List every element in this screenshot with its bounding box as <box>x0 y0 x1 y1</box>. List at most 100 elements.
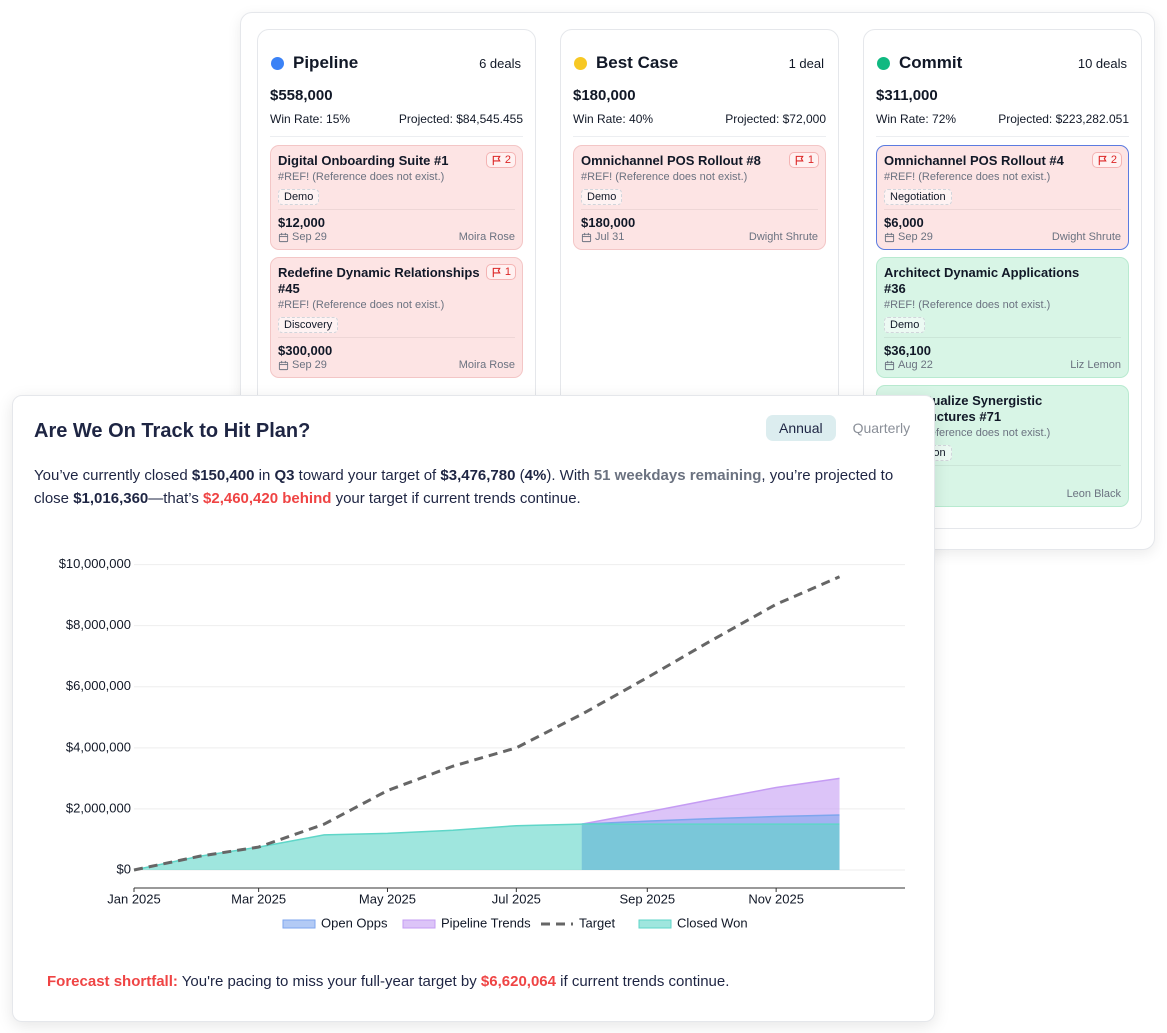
text-segment: $3,476,780 <box>440 467 516 484</box>
deal-title: Redefine Dynamic Relationships #45 <box>278 265 480 296</box>
flag-icon <box>1098 155 1107 165</box>
flag-count: 1 <box>504 266 511 278</box>
deal-count: 10 deals <box>1077 55 1127 71</box>
calendar-icon <box>884 232 895 242</box>
flag-count: 2 <box>1110 154 1117 166</box>
deal-footer: Sep 29 Moira Rose <box>278 359 515 371</box>
text-segment: if current trends continue. <box>555 973 730 990</box>
deal-card[interactable]: Architect Dynamic Applications #36 #REF! … <box>876 257 1129 378</box>
text-segment: —that’s <box>148 490 204 507</box>
target-line <box>133 575 841 872</box>
projected: Projected: $72,000 <box>725 112 826 126</box>
date-text: Sep 29 <box>292 359 327 371</box>
text-segment: your target if current trends continue. <box>331 490 581 507</box>
column-amount: $558,000 <box>270 87 333 104</box>
close-date: Sep 29 <box>278 359 327 371</box>
owner: Moira Rose <box>458 231 515 243</box>
deal-footer: Sep 29 Dwight Shrute <box>884 231 1121 243</box>
x-tick-label: Jul 2025 <box>492 891 541 906</box>
status-dot <box>877 56 890 70</box>
deal-amount <box>884 465 1121 487</box>
text-segment: $6,620,064 <box>480 973 556 990</box>
stage-tag: Discovery <box>278 317 339 333</box>
column-header: Pipeline 6 deals <box>270 46 523 80</box>
deal-reference: #REF! (Reference does not exist.) <box>884 299 1051 311</box>
flag-count: 1 <box>807 154 814 166</box>
x-tick-label: Mar 2025 <box>231 891 286 906</box>
deal-amount: $36,100 <box>884 337 1121 358</box>
column-amount: $311,000 <box>876 87 938 104</box>
deal-amount: $300,000 <box>278 337 515 358</box>
owner: Liz Lemon <box>1070 359 1121 371</box>
y-tick-label: $0 <box>117 861 131 876</box>
text-segment: , you’re projected to close <box>34 467 894 507</box>
y-tick-label: $4,000,000 <box>66 739 131 754</box>
text-segment: $1,016,360 <box>73 490 149 507</box>
panel-title: Are We On Track to Hit Plan? <box>34 420 311 442</box>
calendar-icon <box>278 360 289 370</box>
text-segment: You’ve currently closed <box>34 467 192 484</box>
close-date: Jul 31 <box>581 231 624 243</box>
deal-footer: Jul 31 Dwight Shrute <box>581 231 818 243</box>
calendar-icon <box>581 232 592 242</box>
text-segment: $150,400 <box>191 467 255 484</box>
deal-card[interactable]: Redefine Dynamic Relationships #45 1 #REF!… <box>270 257 523 378</box>
win-rate: Win Rate: 40% <box>573 112 654 126</box>
card-list: Omnichannel POS Rollout #8 1 #REF! (Refere… <box>573 137 826 250</box>
legend-label: Target <box>579 915 616 930</box>
flag-badge: 2 <box>485 152 516 168</box>
column-title: Pipeline <box>293 53 359 72</box>
flag-badge: 1 <box>485 264 516 280</box>
owner: Moira Rose <box>458 359 515 371</box>
card-list: Digital Onboarding Suite #1 2 #REF! (Refer… <box>270 137 523 378</box>
win-rate: Win Rate: 15% <box>270 112 351 126</box>
deal-count: 1 deal <box>788 55 824 71</box>
text-segment: toward your target of <box>294 467 441 484</box>
deal-footer: Aug 22 Liz Lemon <box>884 359 1121 371</box>
period-toggle: Annual Quarterly <box>766 415 923 441</box>
status-dot <box>574 56 587 70</box>
legend-label: Pipeline Trends <box>441 915 531 930</box>
column-header: Best Case 1 deal <box>573 46 826 80</box>
text-segment: 51 weekdays remaining <box>593 467 762 484</box>
toggle-quarterly[interactable]: Quarterly <box>852 420 911 436</box>
projected: Projected: $223,282.051 <box>998 112 1129 126</box>
forecast-panel: Are We On Track to Hit Plan? Annual Quar… <box>12 395 935 1022</box>
summary: You’ve currently closed $150,400 in Q3 t… <box>34 464 914 510</box>
column-header: Commit 10 deals <box>876 46 1129 80</box>
legend-swatch <box>282 919 316 929</box>
legend-swatch <box>402 919 436 929</box>
owner: Dwight Shrute <box>748 231 818 243</box>
owner: Leon Black <box>1066 488 1121 500</box>
deal-footer: Leon Black <box>884 488 1121 500</box>
deal-count: 6 deals <box>479 55 521 71</box>
stage-tag: Demo <box>278 189 320 205</box>
y-tick-label: $10,000,000 <box>59 556 131 571</box>
close-date: Sep 29 <box>884 231 933 243</box>
legend-swatch <box>638 919 672 929</box>
column-title: Best Case <box>596 53 679 72</box>
deal-title: Omnichannel POS Rollout #4 <box>884 153 1064 168</box>
deal-reference: #REF! (Reference does not exist.) <box>884 171 1051 183</box>
deal-card[interactable]: Omnichannel POS Rollout #4 2 #REF! (Refere… <box>876 145 1129 250</box>
date-text: Aug 22 <box>898 359 933 371</box>
status-dot <box>271 56 284 70</box>
stage-tag: Demo <box>581 189 623 205</box>
area <box>134 824 840 870</box>
footer: Forecast shortfall: You're pacing to mis… <box>47 973 729 990</box>
deal-card[interactable]: Omnichannel POS Rollout #8 1 #REF! (Refere… <box>573 145 826 250</box>
deal-amount: $6,000 <box>884 209 1121 230</box>
area-edge <box>581 777 840 825</box>
close-date: Sep 29 <box>278 231 327 243</box>
y-tick-label: $6,000,000 <box>66 678 131 693</box>
text-segment: $2,460,420 behind <box>203 490 332 507</box>
text-segment: You're pacing to miss your full-year tar… <box>177 973 481 990</box>
legend-label: Closed Won <box>677 915 748 930</box>
column-stats: Win Rate: 72% Projected: $223,282.051 <box>876 112 1129 137</box>
toggle-annual[interactable]: Annual <box>766 415 836 441</box>
flag-icon <box>492 267 501 277</box>
calendar-icon <box>278 232 289 242</box>
close-date: Aug 22 <box>884 359 933 371</box>
deal-card[interactable]: Digital Onboarding Suite #1 2 #REF! (Refer… <box>270 145 523 250</box>
stage-tag: Demo <box>884 317 926 333</box>
